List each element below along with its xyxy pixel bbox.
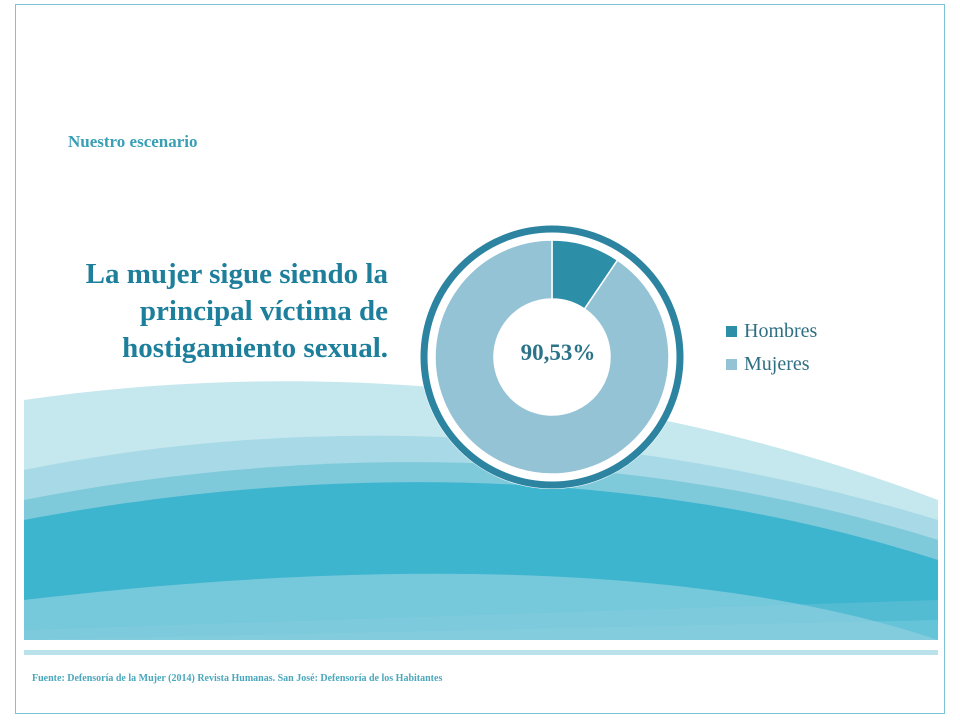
legend-swatch-mujeres [726,359,737,370]
wave-band-6 [24,573,938,640]
source-note: Fuente: Defensoría de la Mujer (2014) Re… [32,673,443,684]
chart-legend: Hombres Mujeres [726,315,817,381]
legend-swatch-hombres [726,326,737,337]
slide-frame [15,4,945,714]
center-value-label: 90,53% [520,340,596,365]
legend-item-hombres: Hombres [726,315,817,348]
section-label: Nuestro escenario [68,132,198,151]
headline: La mujer sigue siendo la principal vícti… [85,258,388,364]
legend-item-mujeres: Mujeres [726,348,817,381]
legend-label-hombres: Hombres [744,320,818,342]
legend-label-mujeres: Mujeres [744,353,810,375]
donut-outer-ring [420,225,684,489]
bottom-bar [24,650,938,655]
donut-slice-mujeres [434,239,670,475]
